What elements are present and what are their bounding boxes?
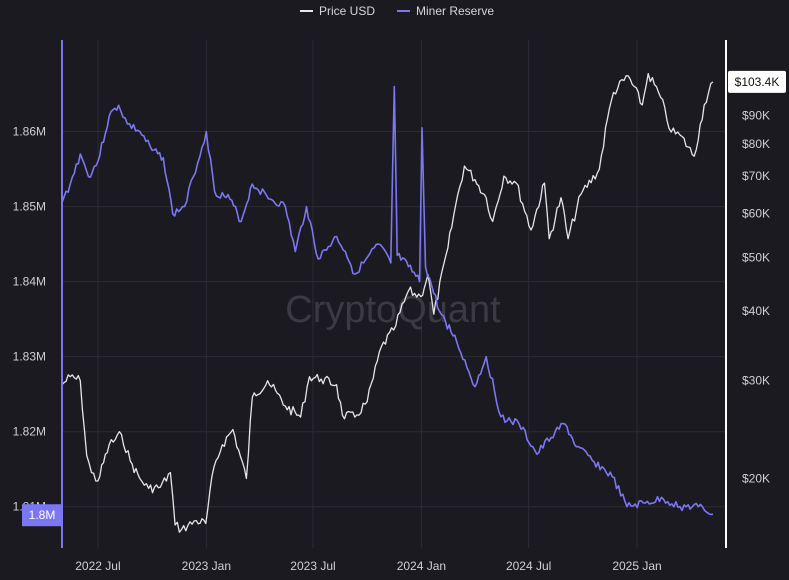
price-usd-line <box>61 72 714 533</box>
y-right-tick-label: $80K <box>742 137 770 151</box>
legend-label[interactable]: Price USD <box>319 4 375 18</box>
price-current-label: $103.4K <box>735 75 780 89</box>
x-tick-label: 2023 Jan <box>182 559 231 573</box>
y-left-tick-label: 1.82M <box>13 425 46 439</box>
x-tick-label: 2023 Jul <box>290 559 335 573</box>
y-right-tick-label: $50K <box>742 250 770 264</box>
legend-label[interactable]: Miner Reserve <box>416 4 494 18</box>
y-right-tick-label: $70K <box>742 169 770 183</box>
watermark: CryptoQuant <box>285 289 501 331</box>
y-left-tick-label: 1.84M <box>13 275 46 289</box>
grid-lines <box>62 40 726 548</box>
miner-reserve-current-badge <box>22 504 62 527</box>
x-tick-label: 2024 Jan <box>397 559 446 573</box>
series-lines <box>61 72 714 533</box>
legend[interactable]: Price USD Miner Reserve <box>300 4 494 18</box>
y-right-tick-label: $20K <box>742 472 770 486</box>
miner-reserve-line <box>61 85 714 516</box>
y-right-tick-label: $60K <box>742 206 770 220</box>
y-right-tick-label: $90K <box>742 108 770 122</box>
x-tick-label: 2025 Jan <box>612 559 661 573</box>
y-right-tick-label: $40K <box>742 304 770 318</box>
y-right-tick-label: $30K <box>742 374 770 388</box>
miner-reserve-current-label: 1.8M <box>29 508 56 522</box>
price-current-badge <box>728 70 786 93</box>
y-left-tick-label: 1.86M <box>13 125 46 139</box>
x-tick-label: 2024 Jul <box>506 559 551 573</box>
y-left-tick-label: 1.85M <box>13 200 46 214</box>
x-tick-label: 2022 Jul <box>75 559 120 573</box>
y-left-tick-label: 1.83M <box>13 350 46 364</box>
